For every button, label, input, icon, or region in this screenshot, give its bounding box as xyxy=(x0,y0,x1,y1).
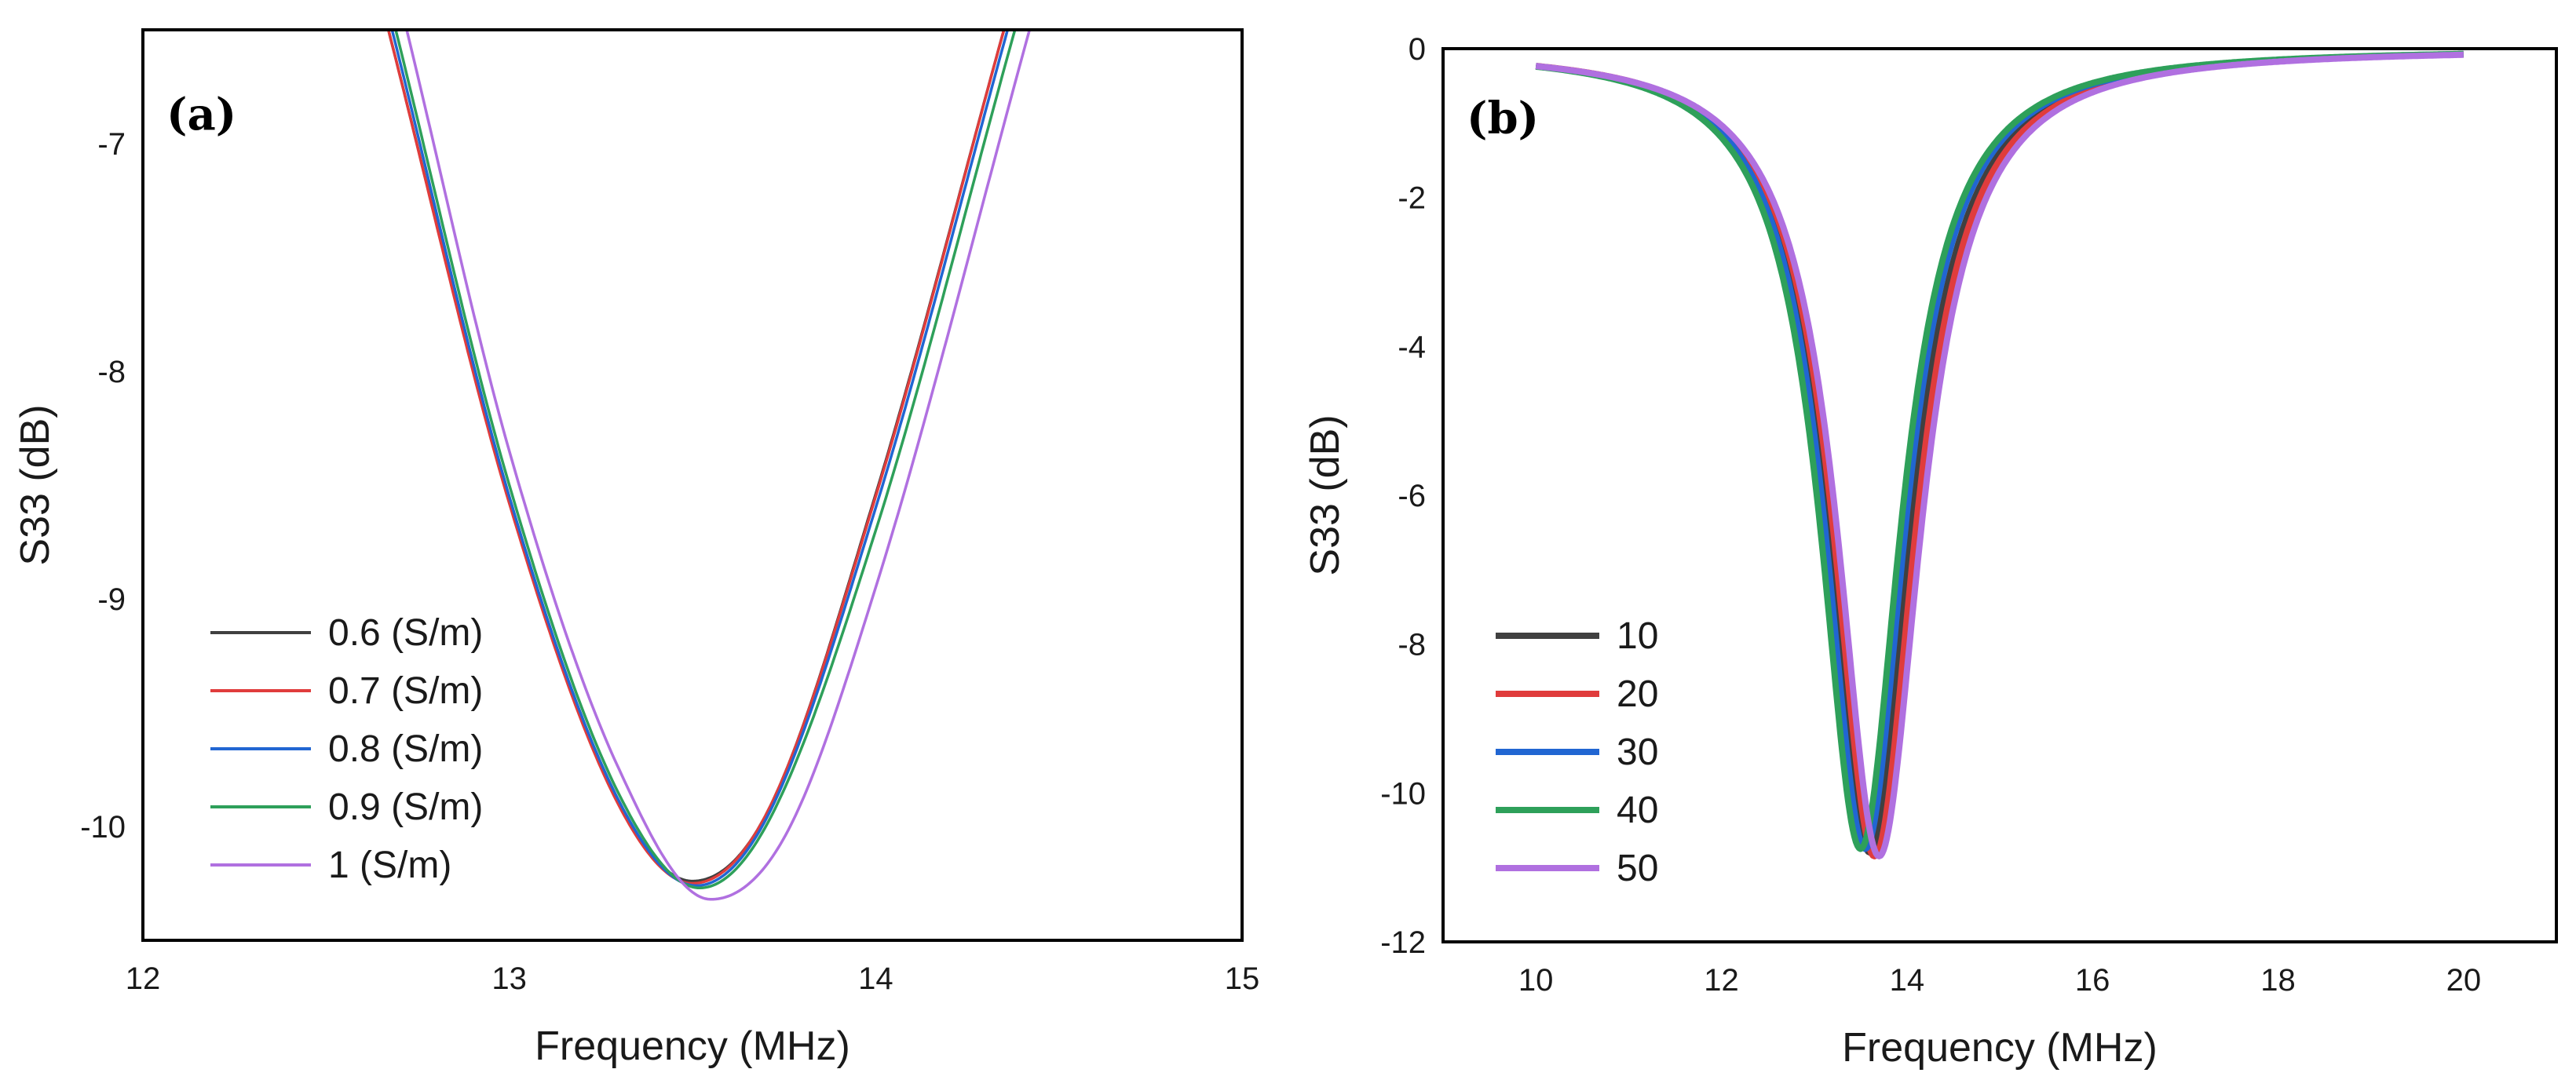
panel-b-plot-frame xyxy=(1441,47,2558,943)
panel-b-x-tick-label: 12 xyxy=(1704,963,1739,998)
panel-b-y-axis-title: S33 (dB) xyxy=(1303,414,1348,575)
panel-b-legend-label: 40 xyxy=(1617,790,1658,831)
panel-b-y-tick-label: 0 xyxy=(1409,32,1426,67)
panel-b-y-tick-label: -2 xyxy=(1398,181,1426,216)
panel-b-y-tick-label: -12 xyxy=(1380,925,1426,960)
panel-a-legend-label: 0.7 (S/m) xyxy=(328,670,483,712)
panel-a-y-tick-label: -10 xyxy=(80,810,126,845)
panel-a-y-tick-label: -8 xyxy=(97,355,126,389)
panel-b-legend: 10 20 30 40 50 xyxy=(1496,615,1658,889)
panel-a-series-line xyxy=(387,30,1006,885)
panel-b-legend-label: 50 xyxy=(1617,848,1658,889)
panel-a-x-tick-label: 13 xyxy=(491,961,527,996)
panel-a-legend-label: 0.6 (S/m) xyxy=(328,612,483,654)
panel-a-y-tick-label: -9 xyxy=(97,582,126,617)
panel-b-label: (b) xyxy=(1467,93,1539,144)
panel-b-legend-label: 10 xyxy=(1617,615,1658,657)
panel-b-y-tick-label: -10 xyxy=(1380,776,1426,811)
panel-a-x-tick-label: 15 xyxy=(1225,961,1260,996)
panel-a-legend-label: 1 (S/m) xyxy=(328,845,451,886)
panel-a-label: (a) xyxy=(166,89,236,140)
panel-a-legend-label: 0.9 (S/m) xyxy=(328,786,483,828)
panel-b-legend-label: 30 xyxy=(1617,732,1658,773)
panel-a-legend-label: 0.8 (S/m) xyxy=(328,728,483,770)
panel-a-chart: 12 13 14 15 -10 -9 -8 -7 (a) Frequency (MHz) S3… xyxy=(13,28,1260,1069)
panel-a-x-axis-title: Frequency (MHz) xyxy=(535,1023,850,1069)
panel-a-y-axis-title: S33 (dB) xyxy=(13,404,58,565)
panel-a-series-line xyxy=(390,30,1009,888)
panel-a-x-tick-label: 12 xyxy=(126,961,161,996)
panel-b-y-tick-label: -4 xyxy=(1398,330,1426,364)
panel-b-chart: 10 12 14 16 18 20 0 -2 -4 -6 -8 -10 -12 (b) Frequenc… xyxy=(1303,32,2558,1071)
panel-b-x-tick-label: 10 xyxy=(1518,963,1554,998)
panel-b-x-axis-title: Frequency (MHz) xyxy=(1842,1025,2158,1071)
panel-b-y-tick-label: -6 xyxy=(1398,479,1426,513)
panel-b-x-tick-label: 14 xyxy=(1890,963,1925,998)
panel-a-plot-frame xyxy=(141,28,1244,942)
panel-b-series-line xyxy=(1534,51,2465,859)
panel-a-y-tick-label: -7 xyxy=(97,127,126,162)
panel-a-x-tick-label: 14 xyxy=(858,961,893,996)
panel-b-x-tick-label: 20 xyxy=(2446,963,2482,998)
panel-a-legend: 0.6 (S/m) 0.7 (S/m) 0.8 (S/m) 0.9 (S/m) 1 (S… xyxy=(210,612,483,886)
panel-a-series-line xyxy=(405,30,1031,901)
panel-a-series-line xyxy=(394,30,1017,890)
panel-b-x-tick-label: 16 xyxy=(2075,963,2110,998)
panel-b-y-tick-label: -8 xyxy=(1398,628,1426,662)
panel-b-legend-label: 20 xyxy=(1617,673,1658,715)
panel-b-x-tick-label: 18 xyxy=(2260,963,2296,998)
